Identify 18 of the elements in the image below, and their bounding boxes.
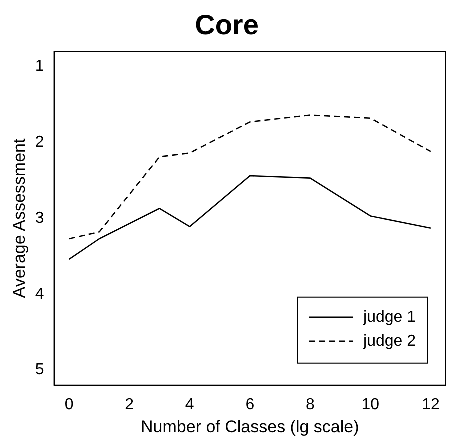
legend-label: judge 2: [362, 332, 416, 350]
legend-label: judge 1: [362, 308, 416, 326]
x-tick-label: 8: [306, 396, 315, 414]
x-tick-label: 4: [185, 396, 194, 414]
x-tick-label: 12: [422, 396, 440, 414]
y-tick-label: 3: [35, 210, 44, 227]
y-tick-label: 5: [35, 362, 44, 379]
line-series: [68, 114, 432, 240]
chart-title: Core: [195, 10, 259, 41]
y-axis-title: Average Assessment: [10, 138, 29, 298]
x-tick-label: 0: [64, 396, 74, 414]
x-axis-title: Number of Classes (lg scale): [141, 417, 360, 436]
x-tick-label: 10: [362, 396, 380, 414]
x-tick-label: 6: [246, 396, 255, 414]
x-tick-label: 2: [125, 396, 134, 414]
y-tick-label: 4: [35, 286, 44, 303]
y-tick-label: 1: [35, 58, 44, 76]
y-tick-label: 2: [35, 134, 44, 152]
